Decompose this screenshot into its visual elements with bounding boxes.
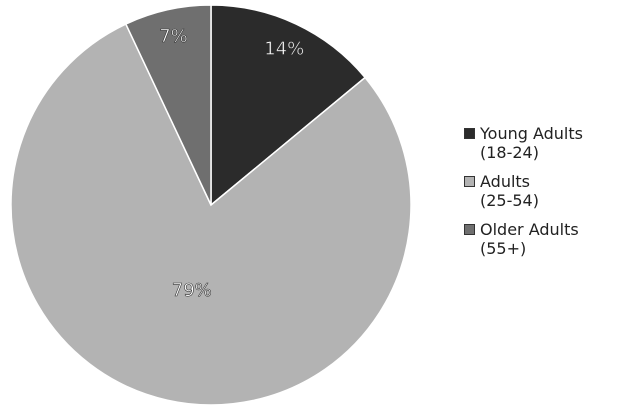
legend-swatch	[464, 224, 475, 235]
legend-swatch	[464, 128, 475, 139]
legend: Young Adults (18-24) Adults (25-54) Older …	[464, 124, 614, 268]
legend-item: Adults (25-54)	[464, 172, 614, 210]
legend-item: Young Adults (18-24)	[464, 124, 614, 162]
pie-slice	[210, 4, 367, 207]
legend-label: Adults (25-54)	[480, 172, 539, 210]
legend-label: Older Adults (55+)	[480, 220, 579, 258]
pie-slice	[124, 4, 212, 206]
pie-slice	[10, 23, 412, 406]
value-label: 7%	[159, 26, 188, 47]
value-label: 79%	[172, 280, 212, 301]
value-label: 14%	[264, 38, 304, 59]
legend-label: Young Adults (18-24)	[480, 124, 583, 162]
legend-item: Older Adults (55+)	[464, 220, 614, 258]
legend-swatch	[464, 176, 475, 187]
